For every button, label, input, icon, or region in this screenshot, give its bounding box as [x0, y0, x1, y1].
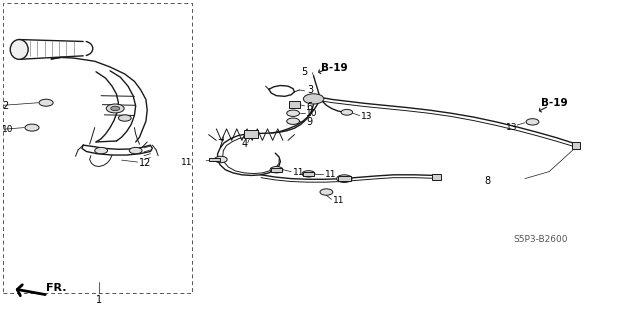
- Text: 13: 13: [506, 123, 517, 132]
- Text: 10: 10: [306, 109, 317, 118]
- Text: 2: 2: [2, 101, 8, 111]
- Text: FR.: FR.: [46, 283, 67, 293]
- Text: 10: 10: [2, 125, 13, 134]
- Text: B-19: B-19: [541, 98, 568, 108]
- Text: S5P3-B2600: S5P3-B2600: [513, 235, 568, 244]
- Bar: [338, 176, 351, 181]
- Text: 7: 7: [218, 139, 224, 149]
- Circle shape: [106, 104, 124, 113]
- Text: 8: 8: [484, 176, 491, 186]
- Text: 5: 5: [301, 67, 307, 77]
- Text: 11: 11: [324, 170, 336, 179]
- Circle shape: [39, 99, 53, 106]
- Circle shape: [129, 147, 142, 154]
- Circle shape: [95, 147, 108, 154]
- Circle shape: [270, 167, 283, 173]
- Bar: [209, 158, 220, 161]
- Text: 12: 12: [139, 158, 151, 168]
- Circle shape: [341, 109, 353, 115]
- Bar: [244, 130, 258, 138]
- Text: B-19: B-19: [321, 63, 348, 73]
- Bar: [572, 142, 580, 149]
- Text: 4: 4: [242, 139, 248, 149]
- Text: 6: 6: [306, 101, 312, 112]
- Bar: [432, 174, 441, 180]
- Circle shape: [526, 119, 539, 125]
- Text: 13: 13: [361, 112, 372, 121]
- Text: 11: 11: [333, 197, 344, 205]
- Circle shape: [287, 110, 300, 116]
- Circle shape: [118, 115, 131, 121]
- Circle shape: [302, 171, 315, 177]
- Text: 1: 1: [96, 295, 102, 306]
- Text: 3: 3: [307, 85, 314, 95]
- Circle shape: [214, 156, 227, 163]
- Bar: [271, 168, 282, 172]
- Circle shape: [287, 118, 300, 124]
- Ellipse shape: [10, 40, 28, 59]
- Text: 9: 9: [306, 117, 312, 128]
- Text: 11: 11: [292, 168, 304, 177]
- Circle shape: [25, 124, 39, 131]
- Circle shape: [337, 175, 352, 182]
- Text: 11: 11: [180, 158, 192, 167]
- Circle shape: [320, 189, 333, 195]
- Bar: [303, 172, 314, 176]
- Circle shape: [111, 106, 120, 111]
- Bar: [289, 101, 300, 108]
- Circle shape: [303, 94, 324, 104]
- Bar: [3, 3, 192, 293]
